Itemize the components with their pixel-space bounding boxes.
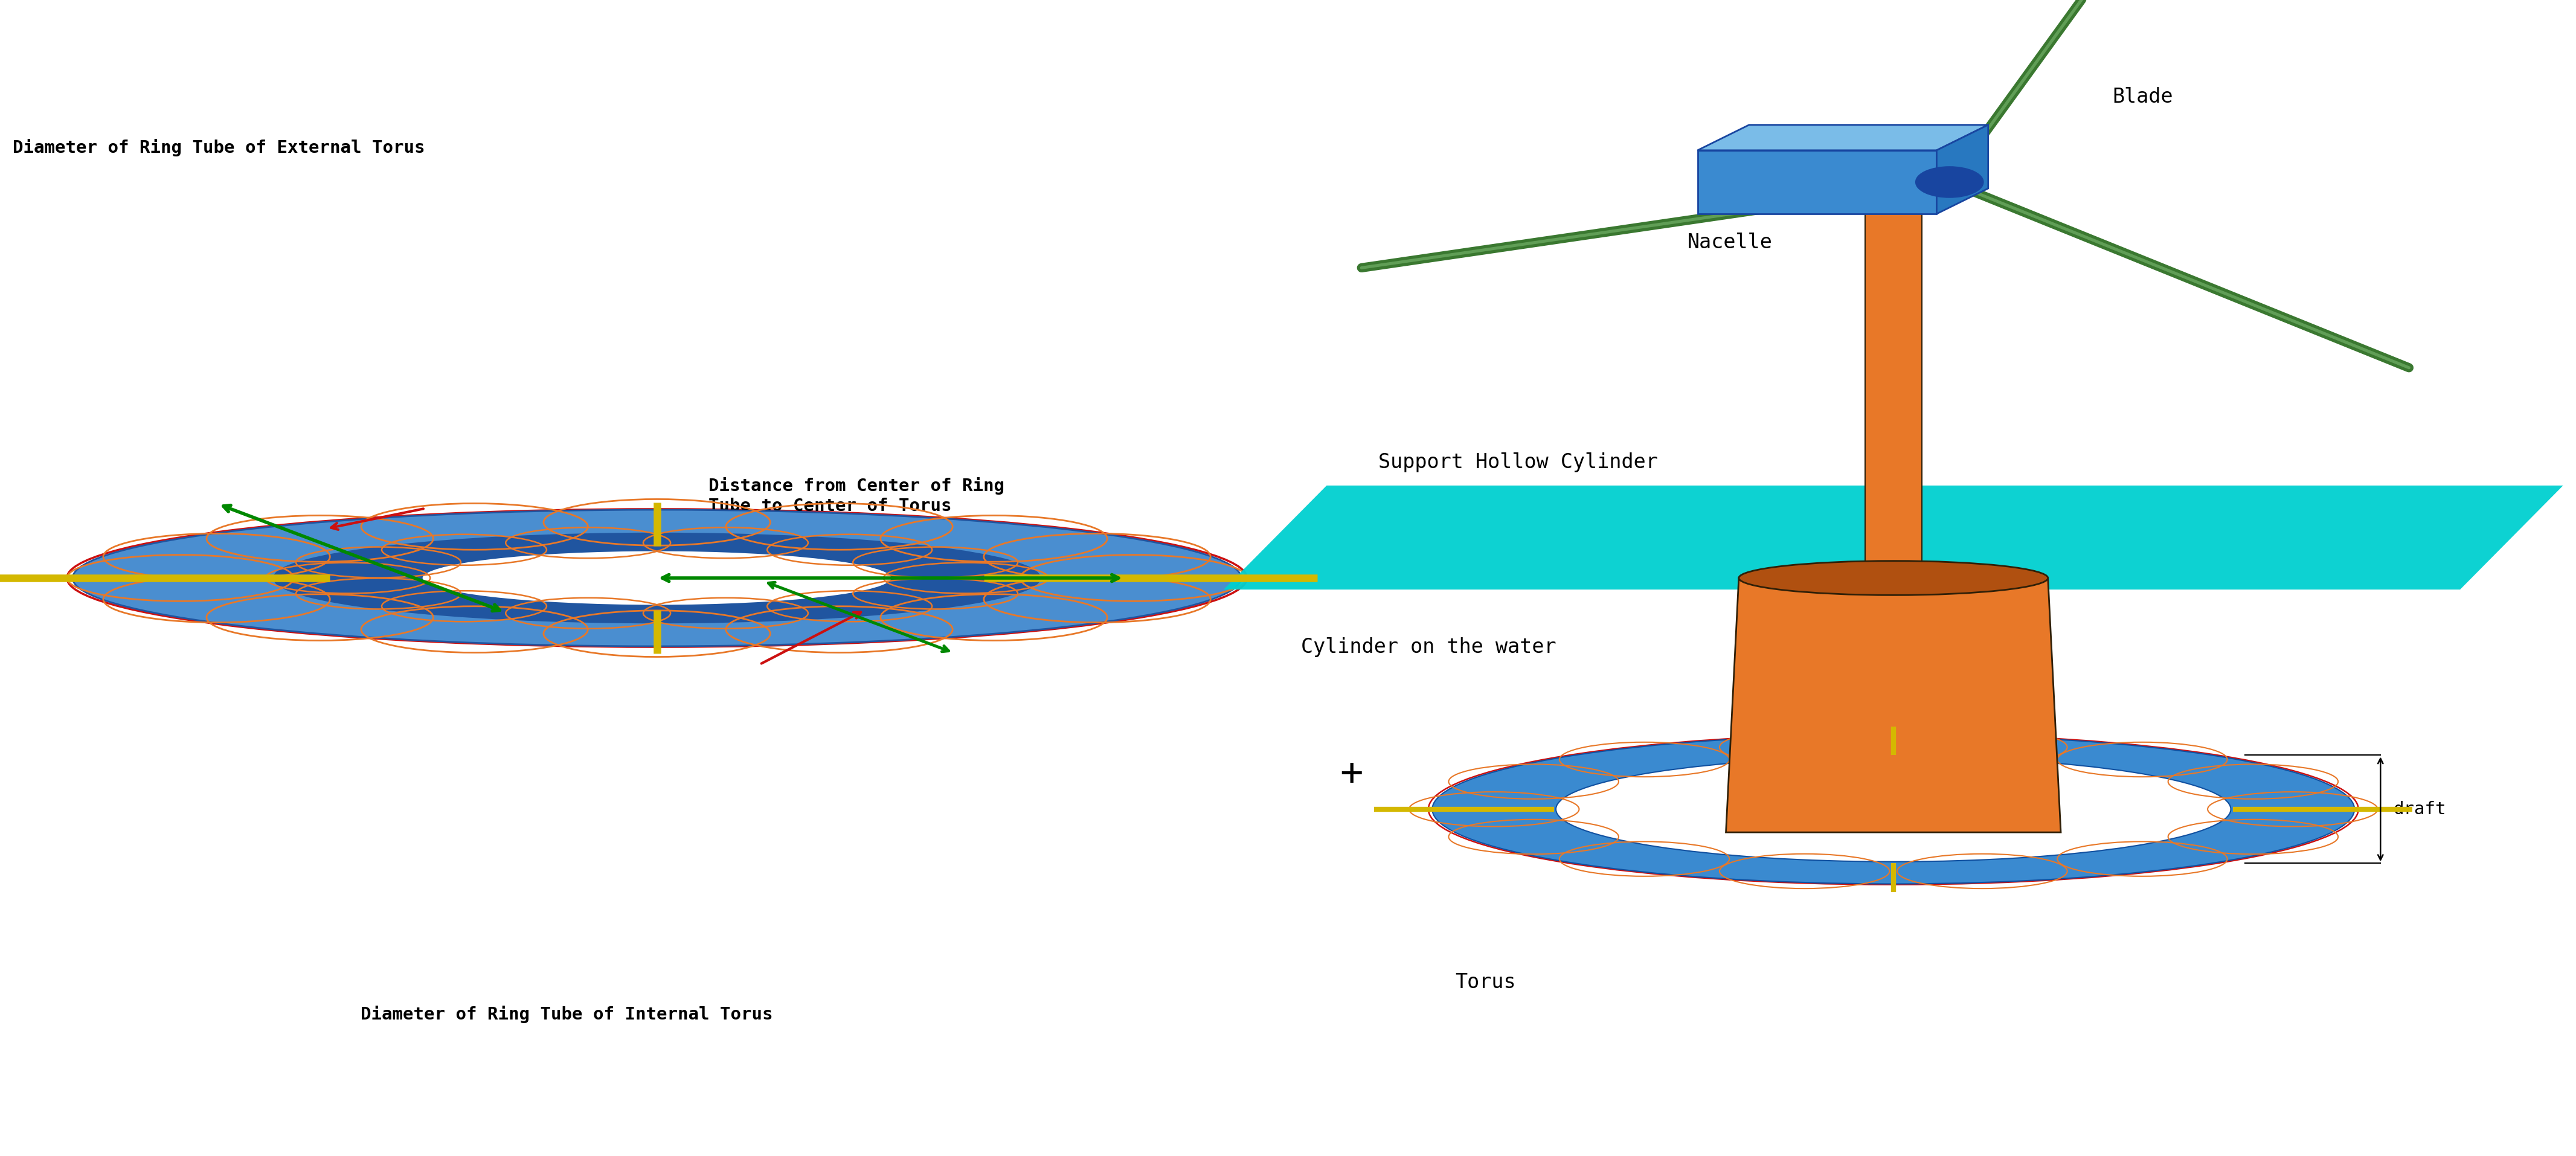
Text: Torus: Torus [1455, 972, 1517, 993]
Text: Distance from Center of Ring
Tube to Center of Torus: Distance from Center of Ring Tube to Cen… [708, 477, 1005, 514]
Polygon shape [1726, 578, 2061, 832]
Text: Diameter of Ring Tube of External Torus: Diameter of Ring Tube of External Torus [13, 139, 425, 156]
Text: Nacelle: Nacelle [1687, 232, 1772, 253]
Ellipse shape [289, 535, 1025, 621]
Text: Diameter of Ring Tube of Internal Torus: Diameter of Ring Tube of Internal Torus [361, 1006, 773, 1023]
Ellipse shape [422, 550, 891, 606]
Ellipse shape [1726, 814, 2061, 851]
Ellipse shape [1556, 757, 2231, 861]
Polygon shape [1224, 486, 2563, 590]
Ellipse shape [1739, 561, 2048, 595]
Polygon shape [1698, 150, 1937, 214]
Polygon shape [1937, 125, 1989, 214]
Ellipse shape [1432, 734, 2354, 884]
Polygon shape [1865, 208, 1922, 578]
Ellipse shape [273, 533, 1041, 623]
Text: Blade: Blade [2112, 87, 2174, 106]
Text: Cylinder on the water: Cylinder on the water [1301, 637, 1556, 658]
Ellipse shape [1917, 166, 1984, 197]
Text: draft: draft [2393, 801, 2447, 817]
Polygon shape [1698, 125, 1989, 150]
Text: +: + [1340, 756, 1363, 793]
Ellipse shape [72, 510, 1242, 646]
Text: Support Hollow Cylinder: Support Hollow Cylinder [1378, 452, 1659, 473]
